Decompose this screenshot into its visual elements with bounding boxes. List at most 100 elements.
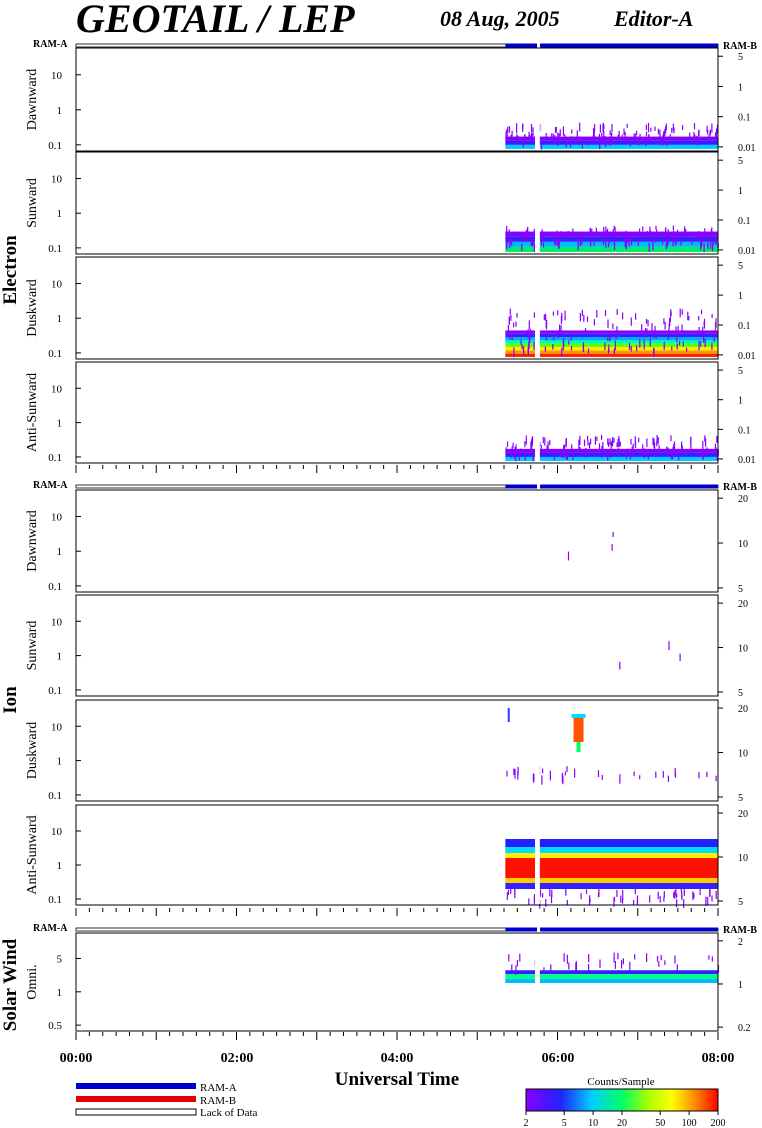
panel-0-1-speck-128: [602, 239, 605, 245]
panel-0-1-speck-107: [709, 235, 711, 241]
panel-0-2-speck-68: [675, 326, 677, 336]
panel-2-0-speck-19: [629, 961, 631, 972]
panel-0-3-speck-52: [618, 439, 620, 448]
panel-2-0-speck-25: [511, 964, 513, 971]
panel-0-1-speck-138: [669, 232, 671, 238]
panel-1-3-speck-42: [676, 899, 678, 908]
panel-0-0-speck-94: [531, 133, 533, 143]
panel-0-2-speck-129: [553, 335, 555, 341]
panel-0-2-speck-114: [561, 348, 563, 358]
panel-0-1-speck-123: [560, 231, 562, 236]
panel-1-3-speck-14: [565, 888, 567, 896]
panel-1-3-band-yellow: [505, 853, 718, 858]
panel-0-3-right-tick-1: 1: [738, 396, 743, 407]
panel-0-1-speck-58: [675, 241, 677, 247]
panel-0-0-speck-112: [540, 140, 543, 150]
panel-0-0-speck-33: [605, 138, 607, 148]
panel-0-3-speck-92: [540, 445, 542, 451]
panel-0-2-speck-22: [527, 346, 529, 356]
panel-1-3-speck-43: [539, 889, 542, 897]
panel-0-2-speck-70: [670, 311, 672, 316]
panel-0-3-speck-118: [634, 436, 636, 446]
panel-0-2-speck-86: [560, 325, 562, 332]
panel-0-3-speck-135: [544, 437, 546, 446]
panel-0-3-speck-106: [540, 451, 542, 457]
panel-1-3-right-tick-0: 20: [738, 809, 748, 820]
panel-0-1-speck-35: [672, 225, 674, 231]
panel-0-2-layer-7: [505, 330, 718, 334]
panel-1-2-speck-24: [533, 773, 535, 781]
panel-0-0-speck-73: [594, 124, 596, 132]
panel-1-3-speck-56: [657, 891, 659, 900]
panel-0-1-speck-49: [673, 230, 675, 240]
panel-2-0-speck-33: [515, 965, 517, 975]
panel-0-1-speck-23: [666, 233, 668, 242]
panel-0-3-speck-5: [616, 442, 618, 448]
panel-0-3-speck-104: [505, 447, 507, 456]
panel-1-3-label: Anti-Sunward: [25, 815, 40, 894]
x-tick-label-2: 04:00: [381, 1051, 414, 1066]
panel-0-1-speck-102: [668, 234, 670, 241]
panel-1-2-left-tick-0: 10: [51, 721, 63, 733]
panel-0-3-speck-24: [629, 452, 632, 460]
panel-0-0-speck-100: [694, 134, 696, 140]
panel-0-1-gap: [535, 153, 540, 253]
panel-0-1-speck-48: [640, 231, 642, 237]
panel-0-2-speck-0: [520, 339, 522, 345]
panel-0-1-speck-2: [698, 231, 700, 241]
panel-1-0-speck-1: [567, 551, 570, 561]
panel-0-3-speck-29: [652, 437, 654, 446]
panel-0-2-speck-122: [703, 333, 705, 343]
panel-0-1-speck-40: [577, 241, 579, 251]
panel-0-0-speck-41: [609, 139, 611, 146]
panel-1-2-speck-5: [662, 771, 664, 778]
panel-0-1-speck-47: [608, 242, 610, 248]
panel-1-3-speck-29: [663, 891, 665, 898]
panel-0-1-speck-8: [506, 225, 508, 234]
panel-0-1-layer-3: [505, 231, 718, 237]
panel-1-3-speck-13: [545, 899, 547, 907]
panel-0-0-speck-49: [581, 139, 583, 149]
panel-0-2-speck-66: [607, 319, 609, 329]
panel-0-1-speck-115: [579, 240, 581, 247]
panel-0-2-speck-91: [615, 333, 617, 340]
panel-1-3-speck-19: [622, 889, 624, 900]
panel-1-3-band-red: [505, 858, 718, 878]
group-title-0: Electron: [0, 235, 21, 305]
panel-0-0-speck-127: [648, 134, 650, 143]
page-title: GEOTAIL / LEP: [76, 0, 355, 41]
panel-0-0-layer-0: [505, 144, 718, 149]
panel-0-3-speck-1: [594, 436, 596, 445]
panel-0-3-speck-121: [514, 447, 516, 454]
panel-0-2-speck-111: [570, 334, 572, 341]
panel-0-0-layer-1: [505, 140, 718, 145]
panel-0-3-speck-85: [602, 442, 604, 452]
legend-label-ram-a: RAM-A: [200, 1082, 237, 1094]
panel-2-0-speck-27: [656, 956, 659, 962]
panel-1-2-right-tick-2: 5: [738, 793, 743, 804]
panel-0-0-speck-30: [506, 134, 508, 142]
panel-1-3-speck-25: [681, 894, 683, 901]
panel-0-0-speck-67: [617, 134, 619, 140]
panel-0-1-speck-122: [511, 232, 513, 238]
panel-0-3-speck-20: [539, 450, 541, 457]
panel-0-0-speck-24: [562, 126, 564, 136]
panel-0-2-speck-135: [582, 342, 585, 353]
panel-0-0-speck-46: [507, 126, 509, 134]
panel-0-0-speck-79: [552, 133, 554, 138]
panel-0-3-speck-55: [542, 437, 544, 444]
panel-0-2-speck-42: [630, 346, 632, 352]
panel-0-2-speck-113: [647, 319, 649, 327]
panel-0-1-speck-118: [558, 241, 560, 248]
panel-1-0-gap: [535, 491, 540, 591]
panel-1-3-left-tick-2: 0.1: [48, 894, 62, 906]
panel-0-0-speck-66: [649, 137, 651, 143]
panel-0-0-speck-106: [626, 136, 628, 145]
panel-0-0-left-tick-2: 0.1: [48, 140, 62, 152]
colorbar-tick-4: 50: [655, 1118, 665, 1128]
panel-1-2-speck-1: [574, 768, 576, 778]
panel-1-3-speck-57: [674, 890, 676, 899]
panel-0-1-speck-29: [572, 228, 574, 239]
panel-0-1-speck-30: [667, 240, 669, 247]
panel-0-3-speck-34: [609, 450, 611, 459]
